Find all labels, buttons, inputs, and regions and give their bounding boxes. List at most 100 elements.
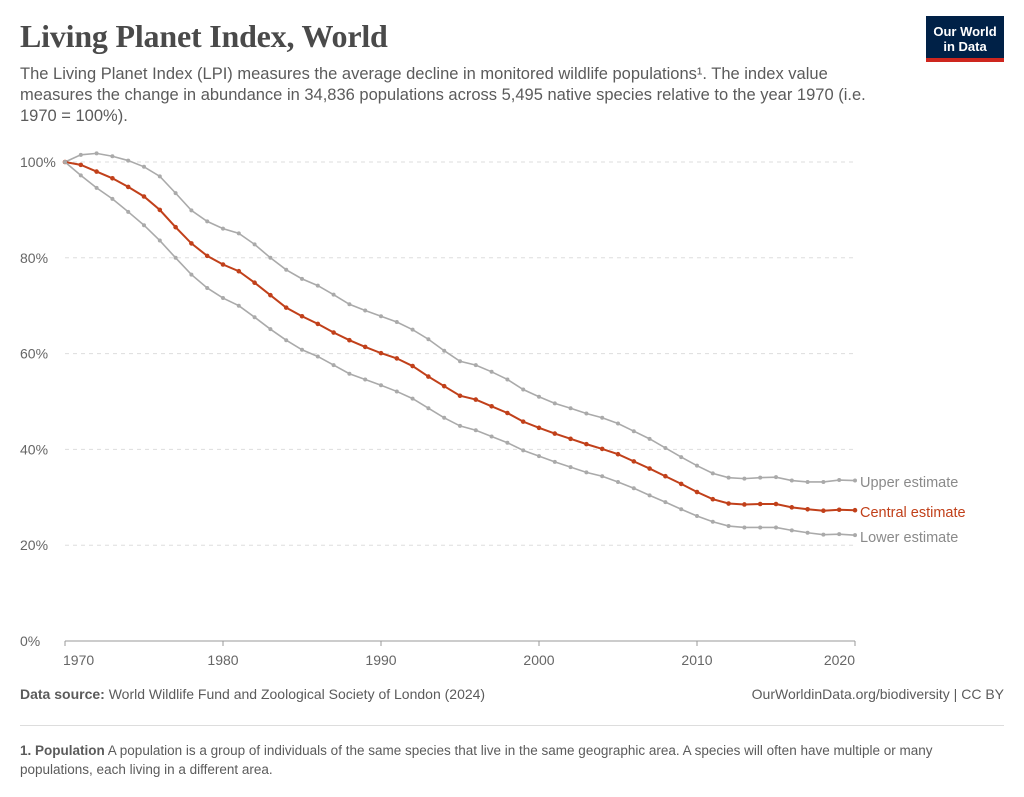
chart-subtitle: The Living Planet Index (LPI) measures t… [20,65,866,125]
data-point [757,501,763,507]
data-point [837,478,842,483]
data-point [710,519,715,524]
data-point [441,383,447,389]
data-point [205,285,210,290]
series-line-central-estimate [64,161,856,512]
data-point [252,280,257,286]
data-point [236,268,242,274]
data-point [616,421,620,426]
data-point [663,445,668,450]
data-point [774,475,778,480]
data-point [789,505,795,510]
data-point [157,238,162,243]
data-point [268,292,273,298]
data-point [268,255,273,260]
data-point [458,359,462,364]
data-point [742,502,747,507]
data-point [347,302,352,307]
data-point [252,242,257,247]
data-point [521,387,526,392]
data-point [300,276,304,281]
data-point [394,356,400,361]
data-point [742,525,747,530]
line-chart: 0% 20% 40% 60% 80% 100% 1970 1980 1990 2000 2010 20… [20,151,966,668]
data-point [236,303,241,308]
data-point [410,363,415,369]
data-point [426,406,431,411]
data-point [473,428,478,433]
data-point [552,459,557,464]
source-url[interactable]: OurWorldinData.org/biodiversity | CC BY [751,686,1004,702]
data-point [647,493,652,498]
data-point [678,481,684,487]
data-source: Data source: World Wildlife Fund and Zoo… [20,686,485,702]
data-point [631,429,636,434]
x-tick-label: 2020 [824,652,855,668]
y-tick-label: 0% [20,633,40,649]
data-point [805,506,810,512]
data-point [489,403,494,409]
data-point [173,191,178,196]
series-label: Central estimate [860,505,966,521]
series-line-lower-estimate [64,161,856,536]
data-point [695,513,699,518]
data-point [489,369,494,374]
data-point [774,525,778,530]
data-point [379,383,383,388]
data-point [821,508,826,514]
data-point [315,354,320,359]
data-point [473,363,478,368]
data-point [394,319,399,324]
series-line-upper-estimate [64,152,856,483]
data-point [78,173,83,178]
data-point [615,451,621,457]
data-point [315,283,320,288]
y-tick-label: 40% [20,441,48,457]
data-point [568,465,573,470]
y-tick-label: 80% [20,250,48,266]
data-point [599,446,605,452]
series-label: Upper estimate [860,475,958,491]
data-point [110,175,115,181]
footnote-label: 1. Population [20,743,105,758]
owid-logo[interactable]: Our World in Data [926,16,1004,62]
data-point [220,262,226,267]
data-point [347,337,352,343]
data-point [299,313,305,319]
series-label: Lower estimate [860,530,958,546]
data-point [521,448,526,453]
data-point [853,533,857,538]
data-point [852,507,858,513]
data-point [157,207,163,213]
data-point [552,401,557,406]
data-point [268,327,273,332]
data-point [552,431,558,436]
data-point [126,209,131,214]
data-point [789,478,794,483]
data-point [347,371,352,376]
data-point [758,475,763,480]
data-point [442,415,447,420]
data-point [94,169,99,174]
x-tick-label: 1980 [207,652,238,668]
footnote-text: A population is a group of individuals o… [20,743,933,777]
data-point [94,151,99,156]
data-point [537,394,541,399]
data-point [726,501,731,506]
data-point [173,255,178,260]
data-point [221,296,225,301]
data-point [142,223,146,228]
data-point [331,330,336,335]
data-point [853,478,857,483]
data-point [805,530,810,535]
data-point [300,347,304,352]
data-point [821,532,826,537]
y-tick-label: 100% [20,154,56,170]
x-tick-label: 1990 [365,652,396,668]
data-point [142,164,146,169]
data-point [205,219,210,224]
y-tick-label: 60% [20,346,48,362]
data-point [536,425,542,431]
data-point [394,389,399,394]
data-point [710,471,715,476]
